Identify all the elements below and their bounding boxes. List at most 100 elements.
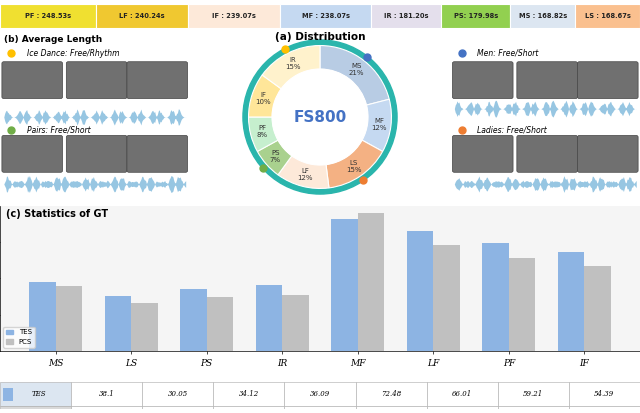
- Bar: [510, 4, 575, 28]
- FancyBboxPatch shape: [452, 62, 513, 99]
- Text: LF : 240.24s: LF : 240.24s: [119, 13, 164, 19]
- FancyBboxPatch shape: [67, 62, 127, 99]
- FancyBboxPatch shape: [127, 135, 188, 172]
- Wedge shape: [326, 140, 383, 188]
- Bar: [356, 406, 427, 413]
- Text: Ice Dance: Free/Rhythm: Ice Dance: Free/Rhythm: [26, 49, 119, 58]
- Bar: [3, 411, 13, 413]
- FancyBboxPatch shape: [517, 135, 577, 172]
- Bar: [0, 4, 95, 28]
- Wedge shape: [320, 45, 389, 105]
- Bar: [441, 4, 510, 28]
- Text: 30.05: 30.05: [168, 390, 188, 398]
- Bar: [427, 382, 498, 406]
- Bar: [71, 406, 142, 413]
- Text: IR
15%: IR 15%: [285, 57, 301, 70]
- Circle shape: [243, 40, 397, 194]
- Bar: [29, 282, 56, 351]
- Wedge shape: [278, 156, 329, 188]
- Wedge shape: [262, 45, 320, 89]
- Bar: [256, 285, 282, 351]
- Text: 36.09: 36.09: [310, 390, 330, 398]
- Text: LF
12%: LF 12%: [298, 169, 313, 181]
- Text: IR : 181.20s: IR : 181.20s: [384, 13, 428, 19]
- Text: LS
15%: LS 15%: [346, 160, 362, 173]
- Bar: [188, 4, 280, 28]
- Bar: [207, 297, 233, 351]
- Bar: [575, 4, 640, 28]
- Bar: [282, 295, 308, 351]
- Bar: [95, 4, 188, 28]
- Bar: [131, 304, 157, 351]
- Bar: [433, 245, 460, 351]
- Text: PS: 179.98s: PS: 179.98s: [454, 13, 498, 19]
- Wedge shape: [248, 75, 281, 117]
- Text: MS : 168.82s: MS : 168.82s: [518, 13, 567, 19]
- Bar: [105, 297, 131, 351]
- Bar: [498, 382, 569, 406]
- Bar: [483, 243, 509, 351]
- Bar: [180, 289, 207, 351]
- Wedge shape: [248, 117, 278, 152]
- Bar: [584, 266, 611, 351]
- FancyBboxPatch shape: [577, 135, 638, 172]
- Text: (c) Statistics of GT: (c) Statistics of GT: [6, 209, 109, 218]
- Bar: [213, 382, 284, 406]
- Circle shape: [266, 62, 374, 172]
- FancyBboxPatch shape: [577, 62, 638, 99]
- Circle shape: [273, 69, 367, 164]
- FancyBboxPatch shape: [452, 135, 513, 172]
- FancyBboxPatch shape: [2, 62, 63, 99]
- Text: Ladies: Free/Short: Ladies: Free/Short: [477, 126, 547, 135]
- Text: LS : 168.67s: LS : 168.67s: [584, 13, 630, 19]
- Text: 54.39: 54.39: [595, 390, 614, 398]
- Bar: [498, 406, 569, 413]
- Text: PF
8%: PF 8%: [257, 126, 268, 138]
- Text: 72.48: 72.48: [381, 390, 401, 398]
- Text: IF
10%: IF 10%: [255, 92, 271, 105]
- Text: 38.1: 38.1: [99, 390, 115, 398]
- Text: TES: TES: [32, 390, 46, 398]
- Wedge shape: [257, 140, 292, 175]
- Text: PF : 248.53s: PF : 248.53s: [25, 13, 71, 19]
- Text: Pairs: Free/Short: Pairs: Free/Short: [26, 126, 90, 135]
- Text: 34.12: 34.12: [239, 390, 259, 398]
- Legend: TES, PCS: TES, PCS: [3, 327, 35, 348]
- Bar: [427, 406, 498, 413]
- Text: IF : 239.07s: IF : 239.07s: [212, 13, 256, 19]
- Text: MF : 238.07s: MF : 238.07s: [301, 13, 349, 19]
- Bar: [558, 252, 584, 351]
- Bar: [0, 382, 71, 406]
- Bar: [509, 259, 535, 351]
- Bar: [0, 406, 71, 413]
- Bar: [3, 388, 13, 401]
- Text: (b) Average Length: (b) Average Length: [4, 35, 102, 44]
- Bar: [284, 382, 356, 406]
- Bar: [332, 219, 358, 351]
- Bar: [142, 382, 213, 406]
- Bar: [213, 406, 284, 413]
- FancyBboxPatch shape: [67, 135, 127, 172]
- Text: Men: Free/Short: Men: Free/Short: [477, 49, 538, 58]
- Bar: [569, 406, 640, 413]
- Bar: [56, 286, 82, 351]
- Bar: [569, 382, 640, 406]
- Bar: [71, 382, 142, 406]
- Bar: [280, 4, 371, 28]
- Text: 59.21: 59.21: [524, 390, 543, 398]
- Bar: [356, 382, 427, 406]
- FancyBboxPatch shape: [127, 62, 188, 99]
- Bar: [142, 406, 213, 413]
- Bar: [371, 4, 441, 28]
- Text: MS
21%: MS 21%: [349, 63, 364, 76]
- Bar: [358, 213, 384, 351]
- FancyBboxPatch shape: [517, 62, 577, 99]
- Text: (a) Distribution: (a) Distribution: [275, 32, 365, 42]
- Text: PS
7%: PS 7%: [269, 150, 281, 163]
- Wedge shape: [362, 99, 392, 152]
- Bar: [284, 406, 356, 413]
- Bar: [407, 231, 433, 351]
- Text: FS800: FS800: [293, 109, 347, 124]
- Text: 66.01: 66.01: [452, 390, 472, 398]
- FancyBboxPatch shape: [2, 135, 63, 172]
